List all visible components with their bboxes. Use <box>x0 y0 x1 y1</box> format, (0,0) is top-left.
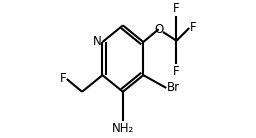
Text: N: N <box>93 35 102 48</box>
Text: F: F <box>173 65 180 78</box>
Text: F: F <box>59 72 66 86</box>
Text: O: O <box>154 23 163 36</box>
Text: Br: Br <box>167 81 180 94</box>
Text: F: F <box>173 2 180 15</box>
Text: NH₂: NH₂ <box>112 122 134 135</box>
Text: F: F <box>190 21 197 34</box>
